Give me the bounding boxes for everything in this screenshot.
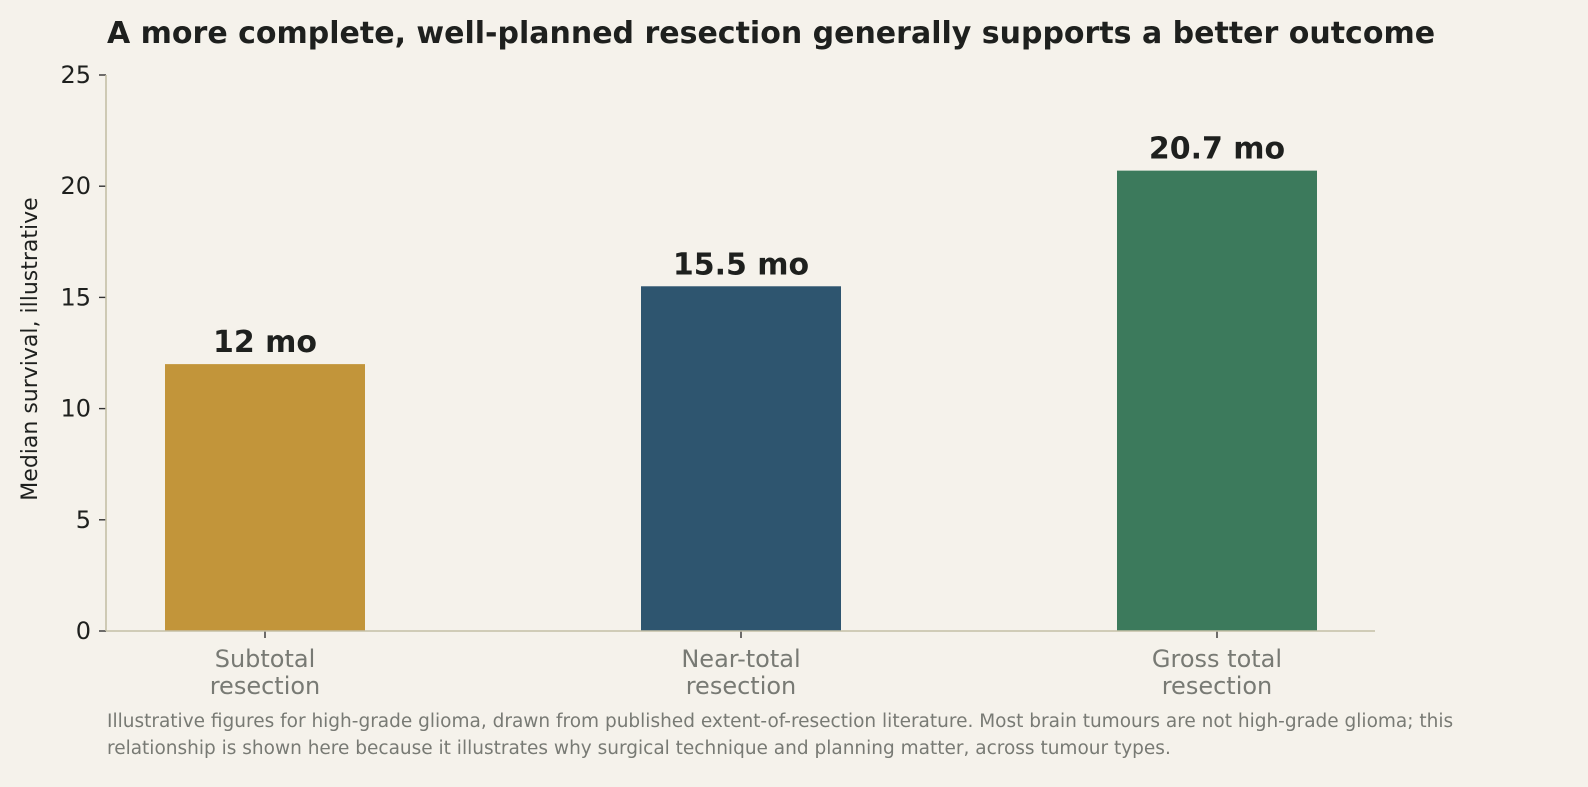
bar-data-label: 20.7 mo [1149,132,1285,167]
bar [641,286,841,631]
chart-title: A more complete, well-planned resection … [107,16,1435,51]
footnote: Illustrative figures for high-grade glio… [107,711,1454,759]
x-category-label: Near-total [681,645,800,673]
y-tick-label: 10 [60,395,91,423]
x-category-label: resection [686,672,797,700]
y-tick-label: 0 [76,617,91,645]
bar-data-label: 15.5 mo [673,247,809,282]
bar-data-label: 12 mo [213,325,317,360]
x-category-label: Subtotal [215,645,316,673]
x-category-label: resection [1162,672,1273,700]
y-tick-label: 15 [60,283,91,311]
y-tick-label: 20 [60,172,91,200]
x-axis-ticks: SubtotalresectionNear-totalresectionGros… [210,631,1282,700]
y-axis-ticks: 0 5 10 15 20 25 [60,61,106,645]
data-labels-group: 12 mo 15.5 mo 20.7 mo [213,132,1285,360]
y-tick-label: 25 [60,61,91,89]
bars-group [165,170,1317,631]
y-axis-title: Median survival, illustrative [18,197,43,500]
bar [1117,170,1317,631]
y-tick-label: 5 [76,506,91,534]
x-category-label: resection [210,672,321,700]
x-category-label: Gross total [1152,645,1282,673]
bar [165,364,365,631]
